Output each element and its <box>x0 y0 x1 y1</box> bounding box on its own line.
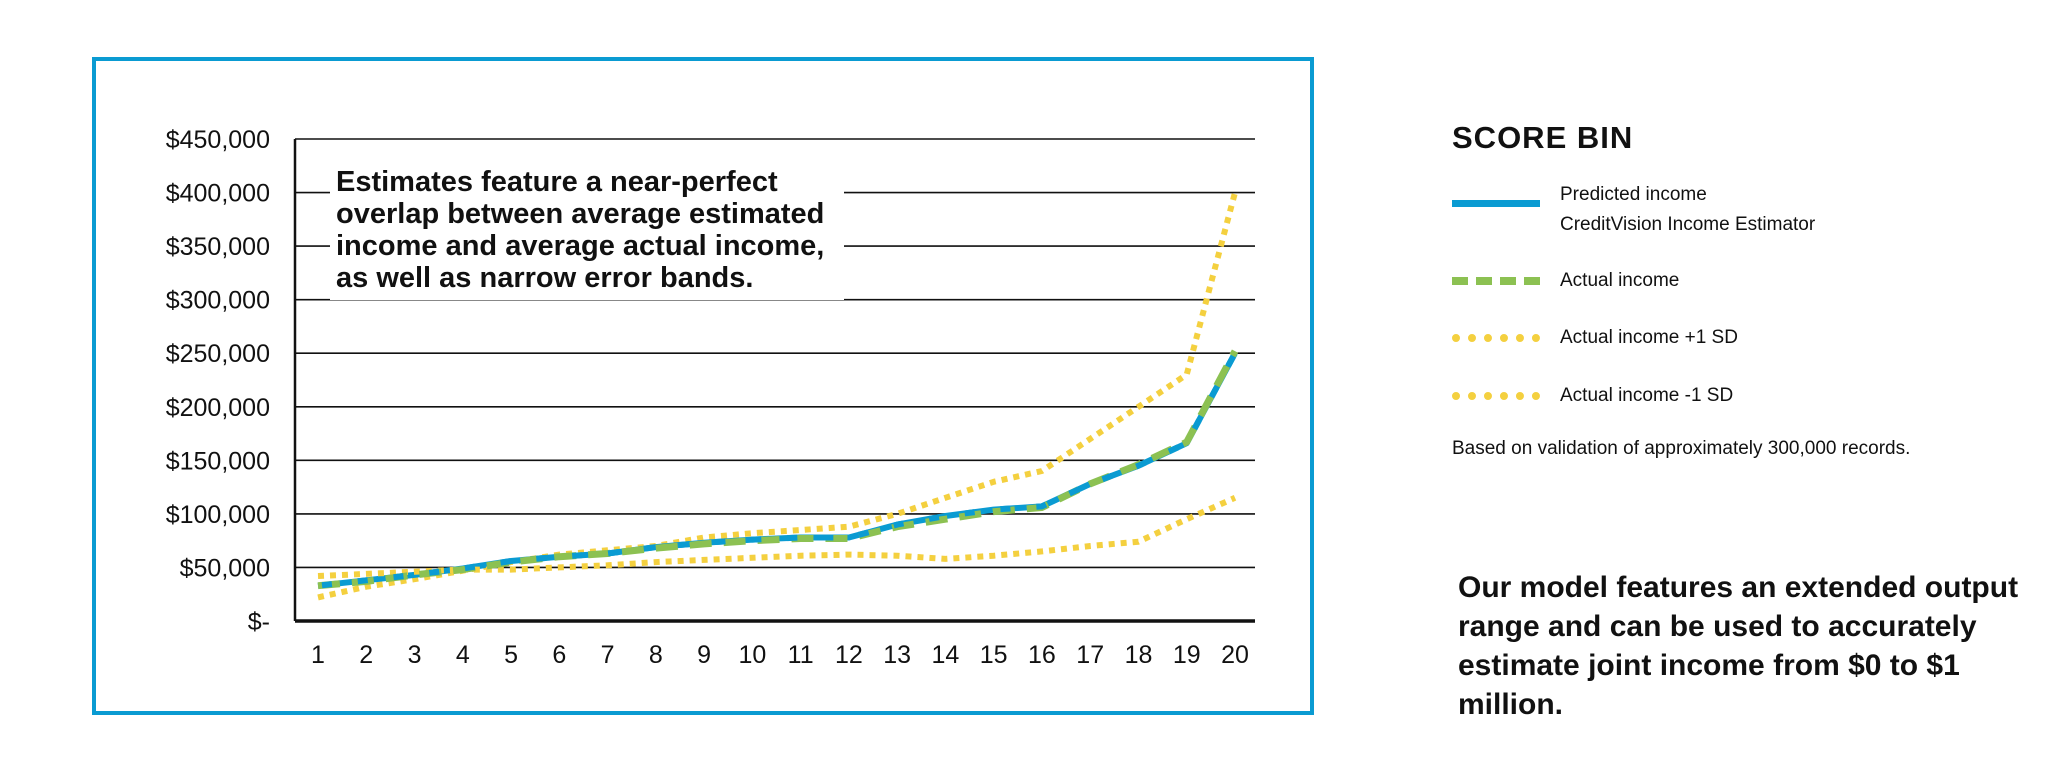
y-tick-label: $100,000 <box>166 501 270 529</box>
axes <box>293 139 1255 623</box>
legend-label-predicted: Predicted income <box>1560 184 1707 205</box>
legend-sublabel-predicted: CreditVision Income Estimator <box>1560 214 1816 235</box>
x-tick-label: 6 <box>552 641 566 669</box>
chart-annotation: Estimates feature a near-perfect overlap… <box>330 162 844 300</box>
x-tick-label: 12 <box>835 641 863 669</box>
x-tick-label: 4 <box>456 641 470 669</box>
x-tick-label: 8 <box>649 641 663 669</box>
x-tick-label: 18 <box>1125 641 1153 669</box>
y-tick-label: $400,000 <box>166 180 270 208</box>
x-tick-label: 15 <box>980 641 1008 669</box>
y-tick-label: $250,000 <box>166 340 270 368</box>
legend-label-plus-sd: Actual income +1 SD <box>1560 327 1738 348</box>
x-tick-label: 13 <box>883 641 911 669</box>
x-tick-label: 9 <box>697 641 711 669</box>
legend-label-minus-sd: Actual income -1 SD <box>1560 385 1734 406</box>
y-tick-label: $350,000 <box>166 233 270 261</box>
validation-note: Based on validation of approximately 300… <box>1452 438 1911 459</box>
x-tick-label: 3 <box>408 641 422 669</box>
x-tick-label: 19 <box>1173 641 1201 669</box>
legend-swatch-predicted <box>1452 200 1540 207</box>
x-tick-label: 5 <box>504 641 518 669</box>
y-axis-ticks: $450,000 $400,000 $350,000 $300,000 $250,000… <box>166 126 270 636</box>
legend-swatch-minus-sd <box>1452 392 1540 400</box>
series-lines <box>317 191 1239 601</box>
legend-label-actual: Actual income <box>1560 270 1680 291</box>
legend-swatch-plus-sd <box>1452 334 1540 342</box>
takeaway-text: Our model features an extended output ra… <box>1458 571 2019 721</box>
series-line-actual-income <box>317 349 1239 590</box>
chart-frame <box>92 57 1314 715</box>
x-tick-label: 17 <box>1076 641 1104 669</box>
series-line-predicted-income <box>317 351 1238 589</box>
series-line-actual-income-1-sd <box>317 191 1238 601</box>
legend-title: SCORE BIN <box>1452 120 1634 155</box>
x-tick-label: 20 <box>1221 641 1249 669</box>
y-tick-label: $450,000 <box>166 126 270 154</box>
y-tick-label: $150,000 <box>166 447 270 475</box>
y-tick-label: $- <box>248 608 270 636</box>
series-line-actual-income-1-sd <box>317 495 1237 579</box>
x-tick-label: 11 <box>788 641 814 669</box>
x-tick-label: 16 <box>1028 641 1056 669</box>
x-tick-label: 7 <box>601 641 615 669</box>
legend-swatch-actual <box>1452 277 1540 285</box>
series-line-predicted-base <box>317 351 1238 589</box>
y-tick-label: $50,000 <box>180 554 270 582</box>
x-tick-label: 10 <box>738 641 766 669</box>
x-tick-label: 1 <box>311 641 325 669</box>
x-axis-ticks: 1 2 3 4 5 6 7 8 9 10 11 12 13 14 15 16 17 18 19 20 <box>311 641 1249 669</box>
x-tick-label: 14 <box>932 641 960 669</box>
x-tick-label: 2 <box>359 641 373 669</box>
y-tick-label: $200,000 <box>166 394 270 422</box>
y-tick-label: $300,000 <box>166 287 270 315</box>
